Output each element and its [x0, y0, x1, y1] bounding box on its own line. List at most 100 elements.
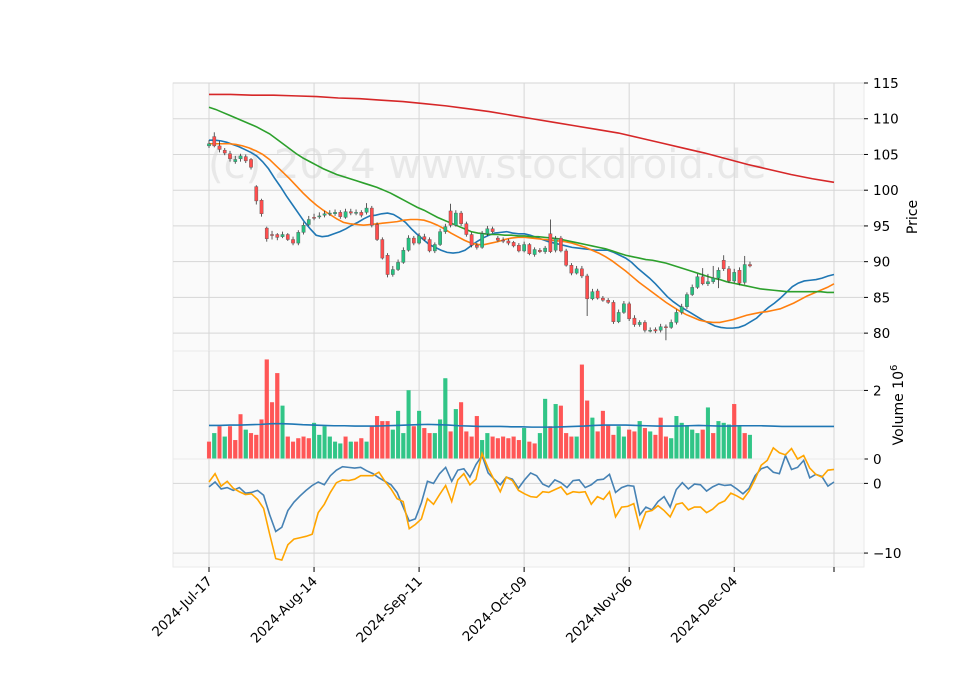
- oscillator-line-macd: [208, 453, 835, 533]
- candle-body: [396, 262, 400, 270]
- candle-body: [527, 244, 532, 255]
- volume-bar: [642, 427, 647, 460]
- volume-bar: [690, 429, 695, 460]
- volume-bar: [348, 441, 353, 460]
- candle-body: [296, 232, 301, 244]
- volume-bar: [595, 431, 600, 460]
- candle-body: [580, 268, 584, 277]
- volume-bar: [621, 436, 626, 460]
- candle-body: [595, 290, 600, 299]
- volume-bar: [385, 421, 390, 460]
- volume-bar: [585, 400, 590, 460]
- volume-axis-label: Volume 106: [889, 365, 907, 446]
- candle-body: [716, 270, 721, 279]
- candle-body: [348, 211, 353, 214]
- candle-body: [433, 244, 437, 252]
- volume-bar: [579, 364, 584, 460]
- volume-bar: [290, 441, 296, 460]
- volume-bar: [443, 378, 448, 460]
- volume-bar: [380, 421, 385, 460]
- candle-body: [548, 233, 553, 252]
- volume-bar: [516, 439, 521, 460]
- volume-bar: [222, 436, 227, 460]
- volume-bar: [459, 402, 464, 460]
- price-ytick-label: 90: [873, 255, 890, 271]
- volume-bar: [364, 441, 369, 460]
- candle-body: [327, 212, 332, 215]
- volume-bar: [217, 426, 222, 460]
- volume-bar: [485, 433, 490, 460]
- candle-body: [443, 226, 448, 232]
- candle-body: [543, 247, 547, 252]
- price-background: [172, 82, 865, 352]
- candle-body: [564, 250, 568, 266]
- candle-body: [611, 302, 616, 322]
- candle-body: [306, 219, 311, 225]
- candle-body: [574, 268, 579, 274]
- volume-bar: [264, 359, 269, 460]
- volume-bar: [427, 433, 432, 460]
- candle-body: [569, 265, 574, 274]
- volume-bar: [632, 431, 637, 460]
- price-panel: 80 85 90 95 100 105 110 115 (c) 2024 www.stockdr…: [172, 76, 921, 352]
- candle-body: [496, 237, 500, 241]
- candle-body: [275, 234, 280, 238]
- candle-body: [485, 228, 490, 234]
- candle-body: [375, 224, 379, 240]
- volume-bar: [369, 426, 374, 460]
- volume-bar: [553, 403, 558, 460]
- candle-body: [585, 275, 589, 300]
- volume-bar: [469, 436, 474, 460]
- candle-body: [669, 322, 674, 328]
- volume-bar: [663, 436, 668, 460]
- candle-body: [748, 264, 752, 267]
- candle-body: [259, 200, 264, 214]
- volume-bar: [306, 438, 311, 460]
- x-tick-label: 2024-Nov-06: [563, 574, 636, 647]
- x-tick-label: 2024-Oct-09: [460, 574, 531, 645]
- candle-body: [254, 186, 259, 202]
- candle-body: [643, 322, 647, 331]
- candle-body: [364, 207, 369, 213]
- oscillator-ytick-label: 0: [873, 476, 882, 492]
- candle-body: [369, 207, 374, 226]
- volume-bar: [432, 433, 437, 460]
- volume-bar: [422, 427, 427, 460]
- volume-bar: [732, 403, 737, 460]
- candle-body: [354, 212, 358, 214]
- volume-bar: [537, 433, 542, 460]
- volume-bar: [721, 422, 726, 460]
- volume-bar: [238, 414, 243, 460]
- candle-body: [454, 212, 458, 226]
- candle-body: [653, 329, 658, 332]
- volume-bar: [669, 438, 674, 460]
- candle-body: [637, 322, 642, 325]
- price-ytick-label: 115: [873, 76, 899, 92]
- candle-body: [721, 260, 726, 270]
- candle-body: [648, 330, 653, 332]
- volume-bar: [212, 433, 217, 460]
- volume-bar: [354, 441, 359, 460]
- candle-body: [427, 239, 432, 252]
- volume-bar: [747, 434, 753, 460]
- candle-body: [264, 227, 269, 239]
- volume-bar: [679, 422, 684, 460]
- volume-bar: [527, 441, 532, 460]
- candle-body: [243, 156, 248, 162]
- candle-body: [695, 276, 700, 288]
- x-tick-label: 2024-Sep-11: [353, 574, 426, 647]
- candle-body: [412, 237, 416, 244]
- volume-bar: [574, 436, 579, 460]
- candle-body: [448, 210, 453, 226]
- volume-bar: [453, 409, 458, 460]
- volume-bar: [269, 402, 275, 460]
- candle-body: [622, 303, 626, 313]
- candle-body: [627, 303, 631, 320]
- volume-bar: [396, 410, 401, 460]
- x-tick-label: 2024-Aug-14: [248, 574, 321, 647]
- candle-body: [706, 281, 710, 285]
- candle-body: [711, 277, 716, 282]
- candle-body: [459, 212, 463, 224]
